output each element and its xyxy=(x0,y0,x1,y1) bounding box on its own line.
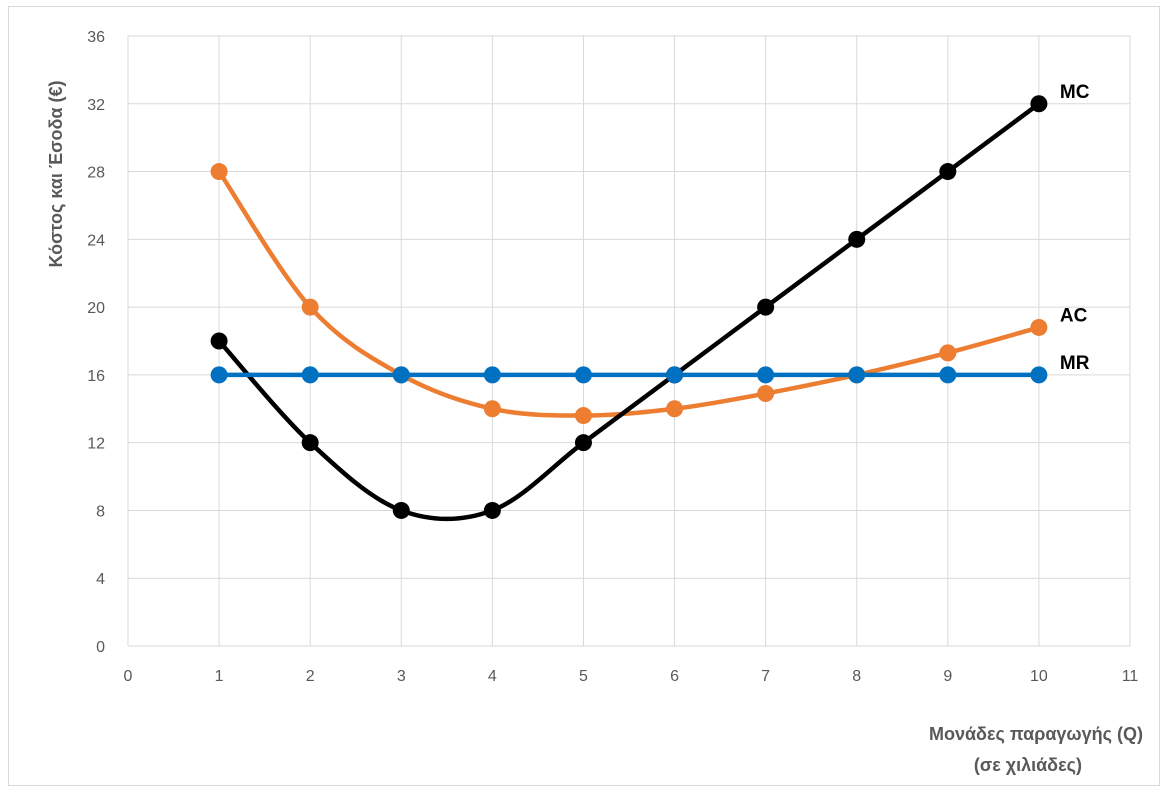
data-point-mr xyxy=(210,366,228,384)
y-tick-label: 12 xyxy=(87,436,105,453)
data-point-mr xyxy=(1030,366,1048,384)
data-point-mc xyxy=(210,332,228,350)
x-tick-label: 2 xyxy=(306,668,315,685)
data-point-mc xyxy=(757,298,775,316)
data-point-mc xyxy=(574,434,592,452)
x-tick-label: 9 xyxy=(943,668,952,685)
y-tick-label: 24 xyxy=(87,232,105,249)
x-tick-label: 11 xyxy=(1122,668,1139,685)
data-point-mr xyxy=(392,366,410,384)
x-tick-labels: 0 1 2 3 4 5 6 7 8 9 10 11 xyxy=(124,668,1139,685)
x-tick-label: 1 xyxy=(215,668,224,685)
series-label-mc: MC xyxy=(1060,82,1090,103)
y-axis-title: Κόστος και Έσοδα (€) xyxy=(46,81,66,268)
data-point-mc xyxy=(1030,95,1048,113)
x-axis-title-line1: Μονάδες παραγωγής (Q) xyxy=(929,724,1143,744)
data-point-mr xyxy=(666,366,684,384)
data-point-ac xyxy=(939,344,957,362)
x-tick-label: 7 xyxy=(761,668,770,685)
x-tick-label: 6 xyxy=(670,668,679,685)
series-lines xyxy=(216,101,1042,522)
data-point-mr xyxy=(848,366,866,384)
x-tick-label: 5 xyxy=(579,668,588,685)
y-tick-label: 16 xyxy=(87,368,105,385)
x-tick-label: 8 xyxy=(852,668,861,685)
series-line-ac xyxy=(216,169,1042,418)
x-tick-label: 4 xyxy=(488,668,497,685)
x-tick-label: 10 xyxy=(1030,668,1048,685)
chart-frame xyxy=(8,6,1160,786)
y-tick-label: 0 xyxy=(96,639,105,656)
data-point-ac xyxy=(301,298,319,316)
data-point-ac xyxy=(1030,318,1048,336)
x-tick-label: 0 xyxy=(124,668,133,685)
grid xyxy=(127,35,1131,647)
data-point-mr xyxy=(757,366,775,384)
y-tick-label: 20 xyxy=(87,300,105,317)
data-point-ac xyxy=(574,407,592,425)
y-tick-label: 36 xyxy=(87,29,105,46)
data-point-mr xyxy=(483,366,501,384)
data-point-mr xyxy=(301,366,319,384)
data-point-mr xyxy=(574,366,592,384)
y-tick-label: 8 xyxy=(96,503,105,520)
y-tick-label: 28 xyxy=(87,165,105,182)
series-points xyxy=(210,95,1048,519)
y-tick-labels: 0 4 8 12 16 20 24 28 32 36 xyxy=(87,29,105,656)
data-point-mc xyxy=(392,501,410,519)
y-tick-label: 32 xyxy=(87,97,105,114)
data-point-mc xyxy=(939,163,957,181)
y-tick-label: 4 xyxy=(96,571,105,588)
series-label-mr: MR xyxy=(1060,353,1090,374)
data-point-mc xyxy=(483,501,501,519)
data-point-ac xyxy=(210,163,228,181)
data-point-mc xyxy=(301,434,319,452)
data-point-mc xyxy=(848,230,866,248)
data-point-ac xyxy=(483,400,501,418)
x-tick-label: 3 xyxy=(397,668,406,685)
data-point-mr xyxy=(939,366,957,384)
data-point-ac xyxy=(757,385,775,403)
x-axis-title-line2: (σε χιλιάδες) xyxy=(974,755,1082,775)
series-label-ac: AC xyxy=(1060,305,1088,326)
series-labels: AC MC MR xyxy=(1060,82,1090,374)
data-point-ac xyxy=(666,400,684,418)
series-line-mc xyxy=(216,101,1042,522)
